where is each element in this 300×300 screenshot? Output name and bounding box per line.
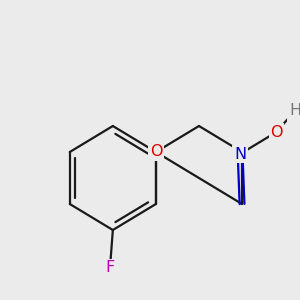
Text: F: F — [105, 260, 115, 275]
Text: N: N — [234, 146, 246, 161]
Text: O: O — [270, 124, 283, 140]
Text: O: O — [150, 145, 162, 160]
Text: H: H — [290, 103, 300, 118]
